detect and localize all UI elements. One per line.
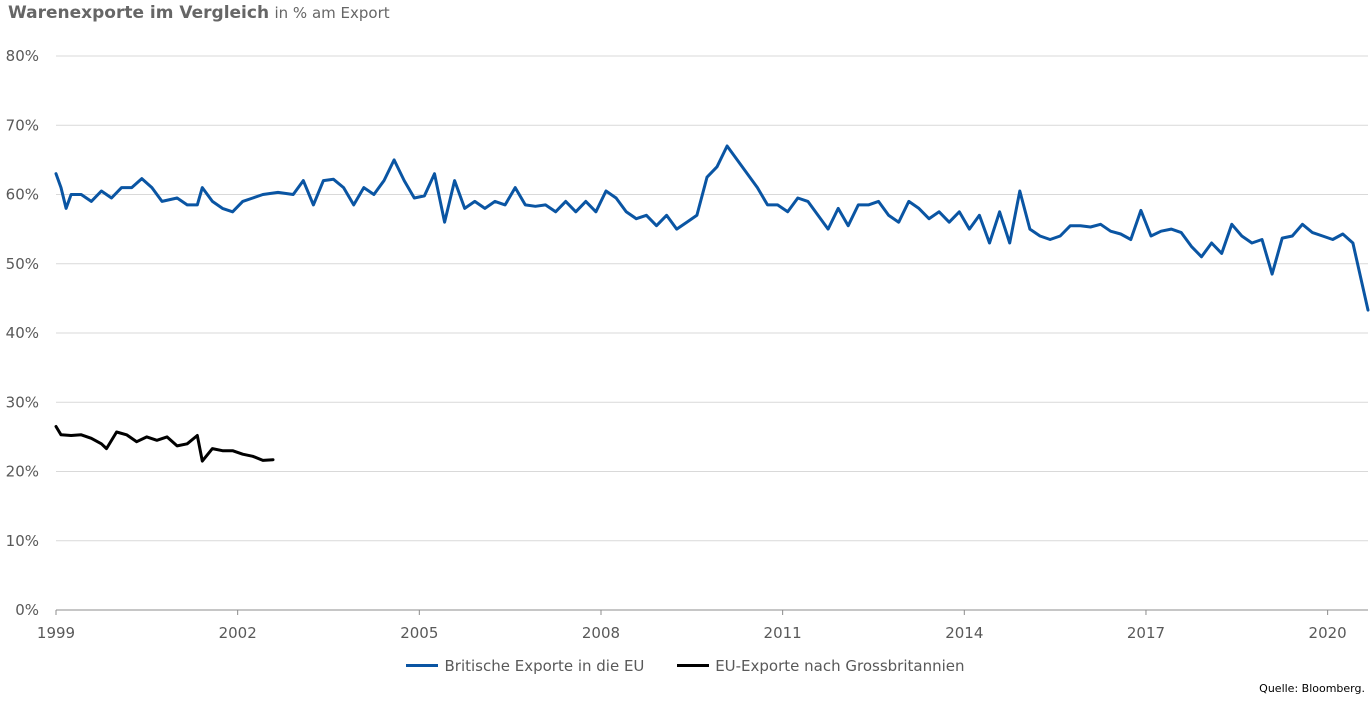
y-tick-label: 0%	[15, 601, 39, 619]
x-tick-label: 2005	[400, 624, 438, 642]
legend-label-eu-exporte: EU-Exporte nach Grossbritannien	[715, 656, 965, 675]
y-tick-label: 60%	[6, 186, 39, 204]
y-tick-label: 20%	[6, 463, 39, 481]
series-line-eu-exporte	[54, 425, 275, 463]
y-tick-label: 30%	[6, 393, 39, 411]
y-tick-label: 70%	[6, 116, 39, 134]
chart-subtitle: in % am Export	[274, 4, 390, 22]
x-tick-label: 2008	[582, 624, 620, 642]
chart-legend: Britische Exporte in die EU EU-Exporte n…	[0, 653, 1371, 675]
y-tick-label: 40%	[6, 324, 39, 342]
x-tick-label: 2014	[945, 624, 983, 642]
series-line-britische-exporte	[54, 144, 1370, 312]
legend-swatch-eu-exporte	[677, 664, 710, 667]
legend-swatch-britische-exporte	[406, 664, 439, 667]
source-note: Quelle: Bloomberg.	[1259, 682, 1365, 695]
x-tick-label: 2017	[1127, 624, 1165, 642]
legend-item-britische-exporte: Britische Exporte in die EU	[406, 657, 644, 675]
x-tick-label: 2002	[219, 624, 257, 642]
chart-title-main: Warenexporte im Vergleich	[8, 3, 270, 23]
x-tick-label: 1999	[37, 624, 75, 642]
legend-label-britische-exporte: Britische Exporte in die EU	[444, 656, 645, 675]
y-tick-label: 80%	[6, 47, 39, 65]
y-tick-label: 50%	[6, 255, 39, 273]
y-tick-label: 10%	[6, 532, 39, 550]
legend-item-eu-exporte: EU-Exporte nach Grossbritannien	[677, 656, 965, 675]
x-tick-label: 2011	[764, 624, 802, 642]
x-tick-label: 2020	[1309, 624, 1347, 642]
chart-title: Warenexporte im Vergleich in % am Export	[8, 3, 390, 23]
